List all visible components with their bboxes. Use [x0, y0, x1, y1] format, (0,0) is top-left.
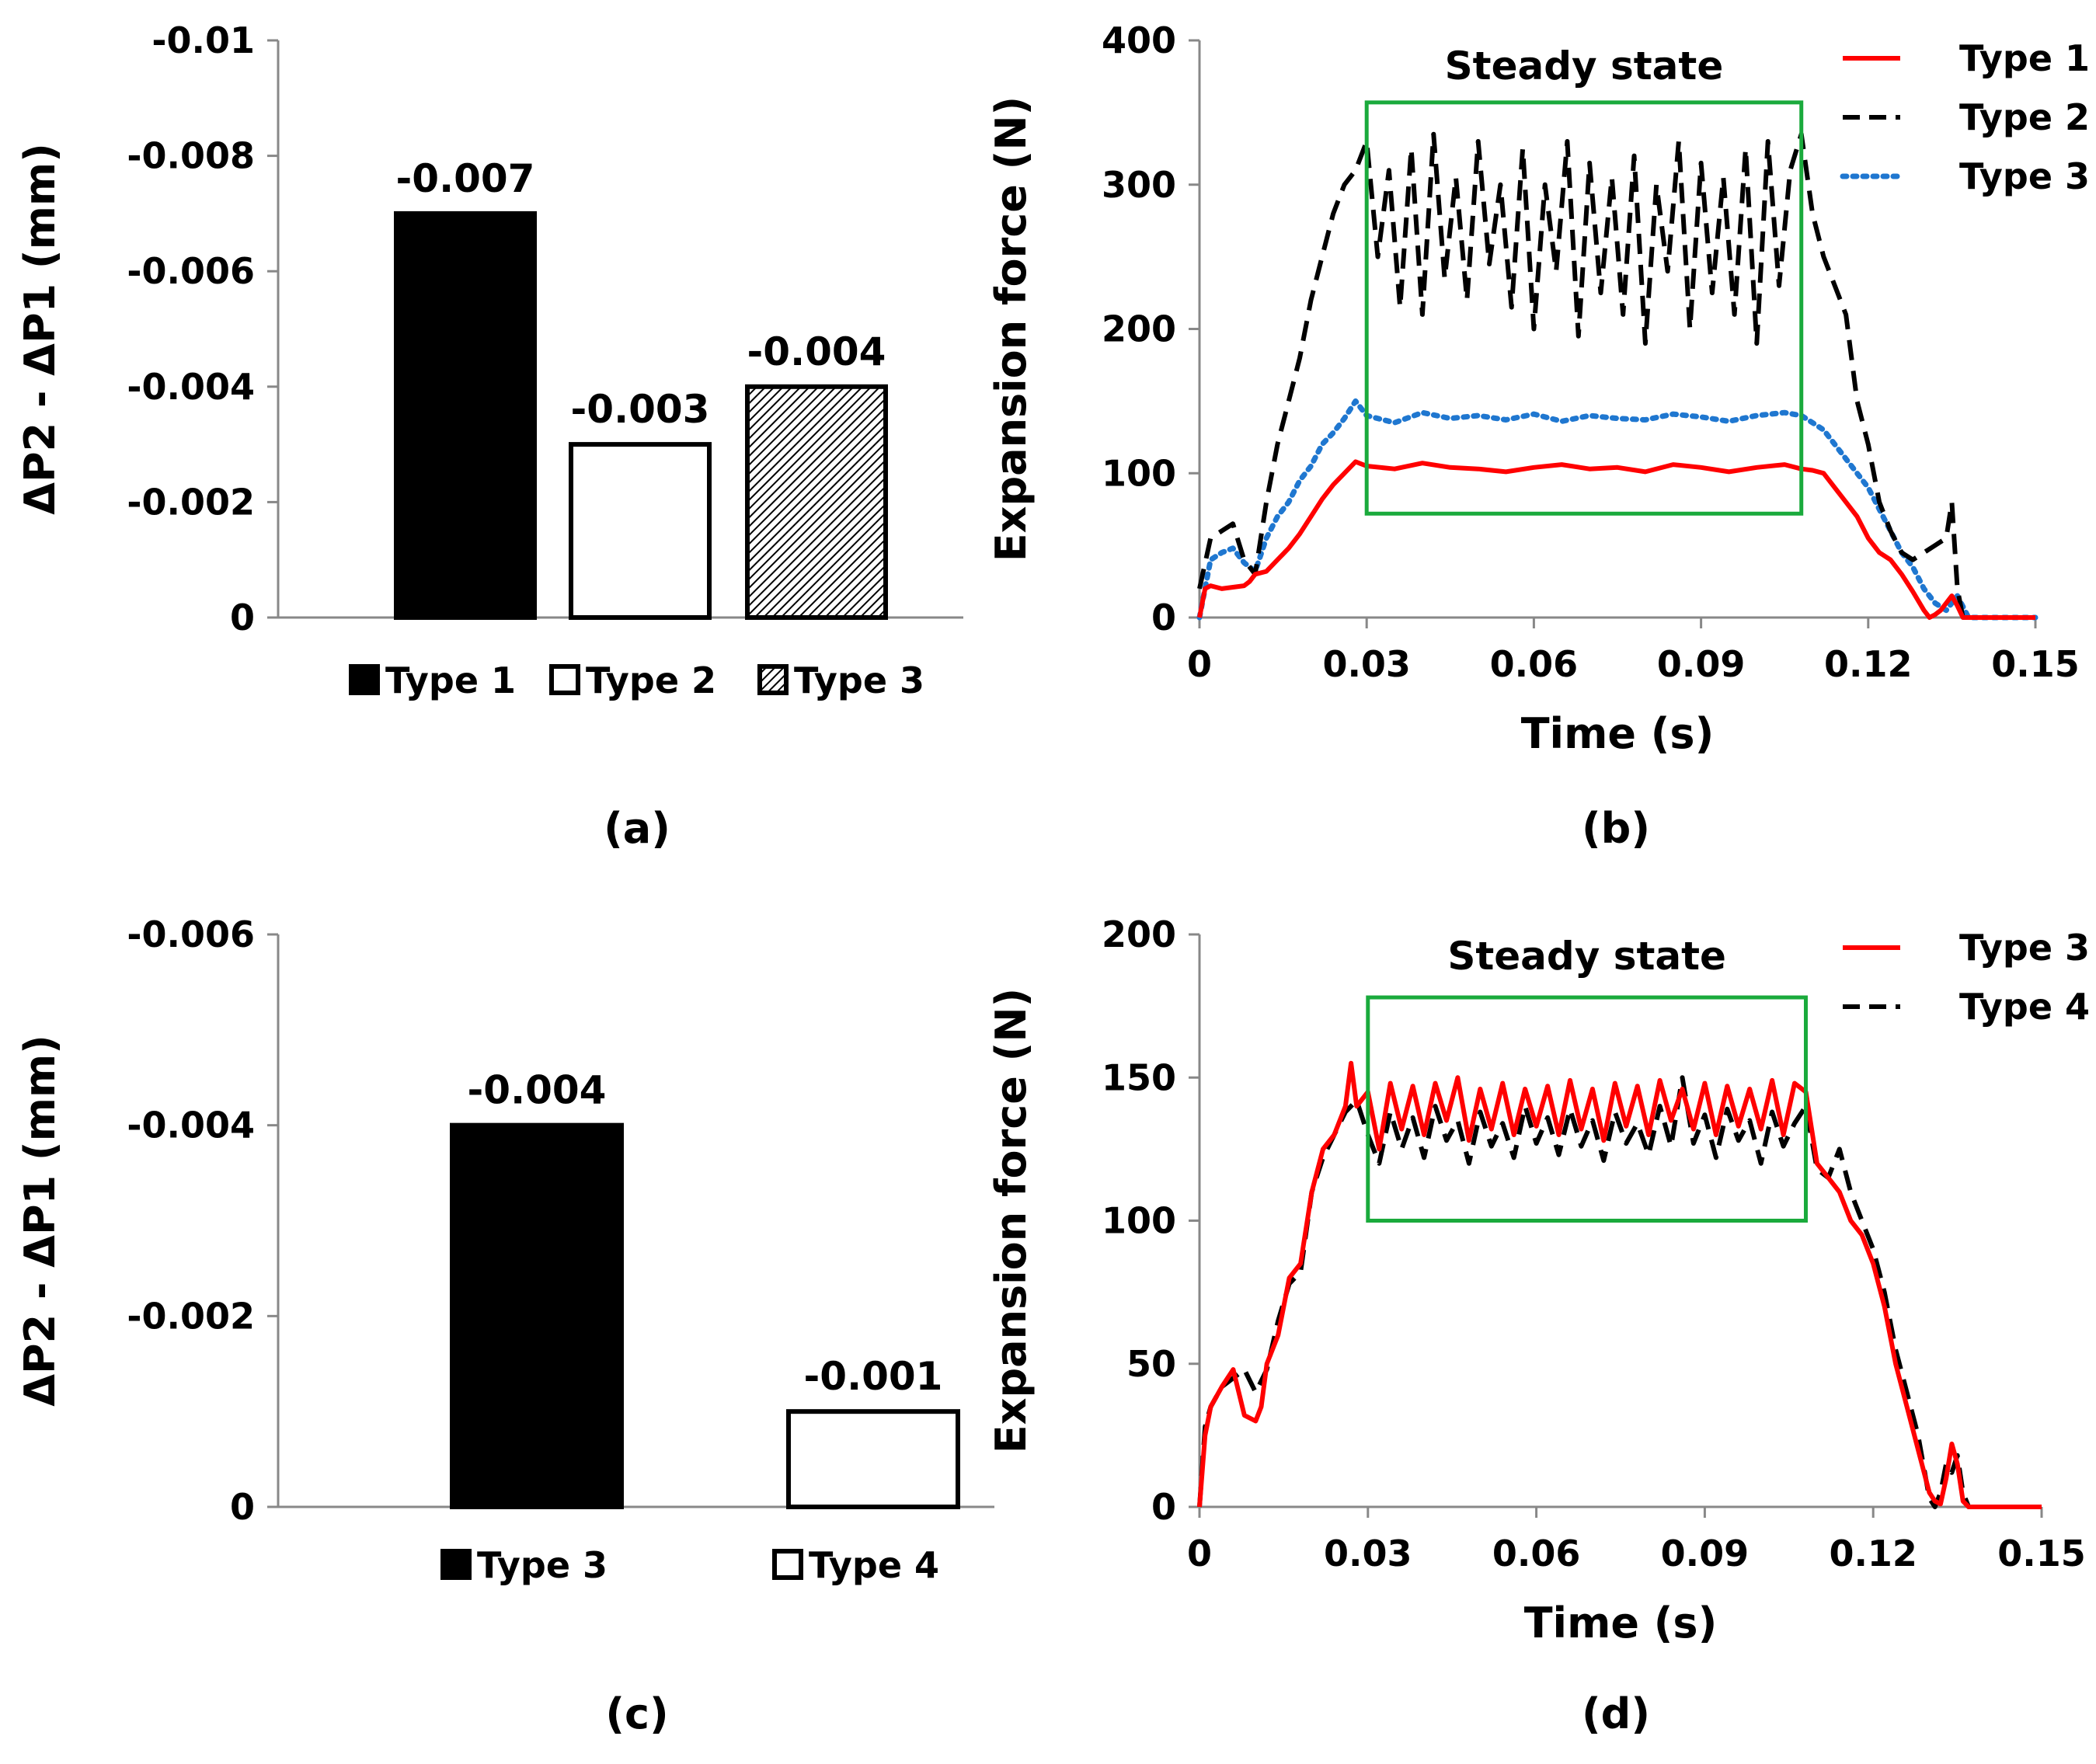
data-label: -0.001	[804, 1354, 943, 1399]
y-tick-label: -0.004	[127, 366, 255, 408]
bar-2	[569, 442, 712, 620]
x-axis-title: Time (s)	[1524, 1599, 1718, 1647]
y-tick-label: -0.002	[127, 481, 255, 523]
panel-caption: (a)	[604, 804, 670, 853]
x-tick-label: 0.12	[1829, 1533, 1917, 1574]
series-line-type-2	[1197, 131, 2035, 620]
bar-3	[745, 384, 888, 620]
x-tick-label: 0.06	[1490, 643, 1579, 685]
x-tick-label: 0	[1187, 643, 1212, 685]
panel-a-bar-chart: 0 -0.002 -0.004 -0.006 -0.008 -0.01 ΔP2 - ΔP1 …	[16, 19, 963, 853]
data-label: -0.007	[396, 156, 535, 201]
x-tick-label: 0	[1187, 1533, 1212, 1574]
steady-state-box	[1366, 995, 1808, 1223]
steady-state-label: Steady state	[1445, 43, 1724, 89]
legend-label: Type 1	[385, 659, 516, 701]
y-tick-label: 0	[230, 597, 255, 638]
series-line-type-1	[1197, 459, 2035, 620]
x-tick-label: 0.06	[1492, 1533, 1581, 1574]
series-line-type-3	[1197, 1060, 2042, 1509]
data-label: -0.003	[571, 387, 710, 432]
bar-1	[450, 1122, 624, 1509]
y-axis-title: Expansion force (N)	[987, 988, 1036, 1453]
x-tick-label: 0.03	[1322, 643, 1411, 685]
x-tick-label: 0.15	[1997, 1533, 2086, 1574]
panel-caption: (d)	[1582, 1689, 1650, 1738]
legend-swatch	[549, 664, 580, 695]
legend-swatch	[757, 664, 789, 695]
y-tick-label: 50	[1126, 1343, 1176, 1385]
data-label: -0.004	[468, 1068, 607, 1113]
x-tick-label: 0.09	[1661, 1533, 1750, 1574]
bar-1	[394, 210, 537, 620]
x-tick-label: 0.12	[1824, 643, 1913, 685]
data-label: -0.004	[747, 329, 886, 374]
y-tick-label: -0.002	[127, 1295, 255, 1337]
legend-label: Type 4	[1959, 986, 2090, 1028]
panel-caption: (b)	[1582, 804, 1650, 853]
y-axis-title: ΔP2 - ΔP1 (mm)	[16, 143, 64, 515]
panel-b-line-chart: 0 100 200 300 400 0 0.03 0.06 0.09 0.12 0.15 Time (…	[987, 19, 2090, 853]
y-tick-label: -0.01	[151, 19, 255, 61]
y-tick-label: -0.008	[127, 135, 255, 177]
legend-swatch	[772, 1549, 803, 1580]
y-tick-label: 200	[1102, 913, 1176, 955]
legend-label: Type 2	[586, 659, 716, 701]
x-tick-label: 0.09	[1657, 643, 1746, 685]
y-tick-label: 300	[1102, 164, 1176, 206]
y-tick-label: 150	[1102, 1056, 1176, 1098]
legend-label: Type 2	[1959, 96, 2090, 138]
y-tick-label: -0.006	[127, 913, 255, 955]
panel-c-bar-chart: 0 -0.002 -0.004 -0.006 ΔP2 - ΔP1 (mm) -0.004 -…	[16, 913, 994, 1738]
x-tick-label: 0.15	[1991, 643, 2080, 685]
y-axis-title: Expansion force (N)	[987, 96, 1036, 562]
panel-caption: (c)	[605, 1689, 668, 1738]
y-tick-label: -0.004	[127, 1105, 255, 1146]
legend-label: Type 1	[1959, 37, 2090, 79]
y-tick-label: 100	[1102, 1200, 1176, 1242]
legend-label: Type 3	[1959, 927, 2090, 969]
steady-state-box	[1364, 100, 1804, 516]
x-tick-label: 0.03	[1324, 1533, 1412, 1574]
legend-swatch	[349, 664, 380, 695]
legend-label: Type 3	[477, 1544, 608, 1586]
series-line-type-3	[1196, 398, 2039, 621]
y-axis-title: ΔP2 - ΔP1 (mm)	[16, 1035, 64, 1407]
steady-state-label: Steady state	[1447, 934, 1726, 979]
legend-label: Type 4	[809, 1544, 939, 1586]
y-tick-label: 0	[1151, 597, 1176, 638]
panel-d-line-chart: 0 50 100 150 200 0 0.03 0.06 0.09 0.12 0.15 Time (s…	[987, 913, 2090, 1738]
y-tick-label: -0.006	[127, 250, 255, 292]
y-tick-label: 100	[1102, 452, 1176, 494]
x-axis-title: Time (s)	[1521, 709, 1715, 758]
y-tick-label: 0	[230, 1486, 255, 1528]
legend-label: Type 3	[1959, 155, 2090, 197]
y-tick-label: 0	[1151, 1486, 1176, 1528]
bar-2	[786, 1409, 960, 1509]
y-tick-label: 400	[1102, 19, 1176, 61]
legend-swatch	[440, 1549, 472, 1580]
legend-label: Type 3	[794, 659, 924, 701]
y-tick-label: 200	[1102, 308, 1176, 350]
